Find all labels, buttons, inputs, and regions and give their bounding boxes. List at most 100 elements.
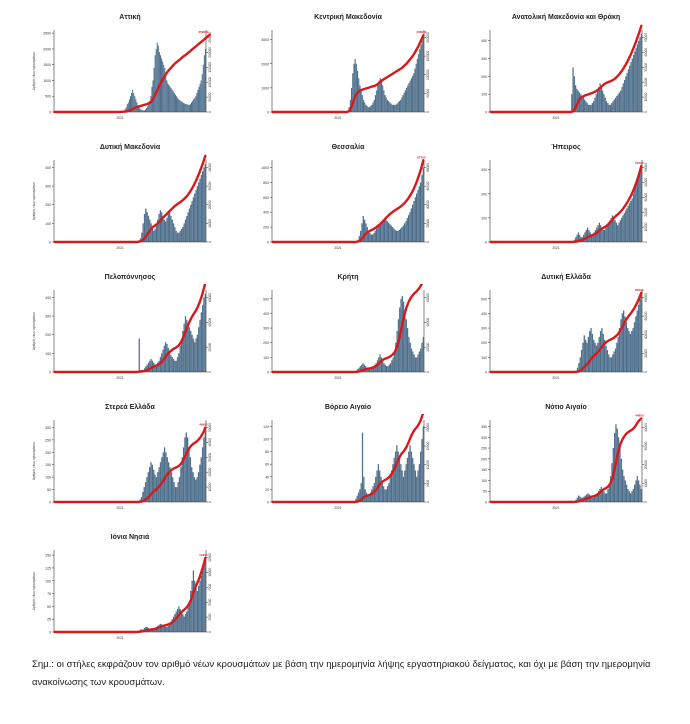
bar bbox=[598, 222, 601, 242]
bar bbox=[179, 230, 181, 242]
bar bbox=[614, 220, 616, 242]
bar bbox=[635, 184, 637, 242]
bar bbox=[361, 364, 363, 372]
bar bbox=[609, 220, 611, 242]
y-tick-label: 125 bbox=[45, 566, 51, 570]
bar bbox=[189, 104, 191, 112]
bar bbox=[149, 100, 151, 112]
bar bbox=[612, 354, 614, 372]
bar bbox=[193, 99, 195, 112]
bar bbox=[630, 62, 632, 112]
bar bbox=[626, 72, 628, 112]
bar bbox=[613, 217, 615, 242]
y-tick-label: 20 bbox=[265, 488, 269, 492]
y2-tick-label: 20000 bbox=[644, 349, 648, 358]
end-value-label: 49900 bbox=[199, 423, 208, 427]
bar bbox=[180, 100, 182, 112]
y2-tick-label: 20000 bbox=[208, 468, 212, 477]
bar bbox=[202, 171, 204, 242]
bar bbox=[150, 223, 152, 242]
bar bbox=[628, 331, 630, 372]
y-tick-label: 150 bbox=[481, 468, 487, 472]
bar bbox=[413, 464, 415, 502]
bar bbox=[391, 104, 393, 112]
bar bbox=[204, 163, 206, 242]
bar bbox=[354, 58, 356, 112]
bar bbox=[188, 208, 191, 242]
bar bbox=[622, 469, 624, 502]
bar bbox=[368, 107, 371, 112]
y-tick-label: 250 bbox=[45, 438, 51, 442]
bar bbox=[640, 489, 642, 502]
bar bbox=[174, 227, 176, 242]
bar bbox=[132, 89, 134, 112]
footnote: Σημ.: οι στήλες εκφράζουν τον αριθμό νέω… bbox=[32, 659, 651, 688]
bar bbox=[594, 496, 596, 502]
bar bbox=[610, 476, 612, 502]
bar bbox=[368, 230, 370, 242]
bar bbox=[149, 360, 151, 372]
bar bbox=[141, 232, 143, 242]
y2-tick-label: 50000 bbox=[208, 92, 212, 101]
bar bbox=[171, 357, 173, 372]
bar bbox=[172, 358, 175, 372]
bar bbox=[593, 232, 595, 242]
bar bbox=[177, 482, 179, 502]
bar bbox=[182, 102, 184, 112]
bar bbox=[188, 327, 191, 372]
bar bbox=[376, 228, 378, 242]
bar bbox=[597, 342, 599, 372]
chart-title: Δυτική Ελλάδα bbox=[541, 274, 591, 281]
chart-title: Ιόνια Νησιά bbox=[110, 534, 150, 541]
bar bbox=[154, 364, 156, 372]
bar bbox=[201, 74, 203, 112]
bar bbox=[631, 198, 633, 242]
chart-title: Ήπειρος bbox=[551, 144, 581, 151]
bar bbox=[203, 437, 205, 502]
bar bbox=[576, 367, 579, 372]
y-tick-label: 400 bbox=[481, 39, 487, 43]
bar bbox=[586, 227, 589, 242]
bar bbox=[203, 55, 205, 112]
bar bbox=[408, 336, 410, 372]
bar bbox=[197, 89, 199, 112]
y-tick-label: 200 bbox=[45, 203, 51, 207]
y2-tick-label: 20000 bbox=[426, 342, 430, 351]
bar bbox=[583, 335, 585, 372]
y-tick-label: 600 bbox=[263, 196, 269, 200]
y2-tick-label: 30000 bbox=[644, 441, 648, 450]
bar bbox=[421, 39, 423, 112]
bar bbox=[607, 489, 609, 502]
bar bbox=[606, 350, 609, 372]
y2-tick-label: 20000 bbox=[644, 460, 648, 469]
bar bbox=[370, 105, 372, 112]
y2-tick-label: 10000 bbox=[644, 92, 648, 101]
bar bbox=[385, 219, 387, 242]
bar bbox=[153, 230, 155, 242]
bar bbox=[171, 89, 173, 112]
bar bbox=[158, 467, 160, 502]
y2-tick-label: 30000 bbox=[644, 63, 648, 72]
bar bbox=[138, 338, 140, 372]
bar bbox=[139, 108, 141, 112]
bar bbox=[599, 331, 602, 372]
bar bbox=[361, 95, 363, 112]
bar bbox=[147, 472, 149, 502]
bar bbox=[620, 90, 622, 112]
bar bbox=[386, 221, 388, 242]
bar bbox=[611, 215, 614, 242]
bar bbox=[405, 221, 407, 242]
bar bbox=[590, 328, 592, 372]
bar bbox=[180, 611, 183, 632]
bar bbox=[418, 186, 420, 242]
bar bbox=[585, 229, 587, 242]
bar bbox=[170, 215, 172, 242]
bar bbox=[408, 83, 410, 112]
bar bbox=[143, 110, 145, 112]
bar bbox=[420, 348, 422, 372]
bar bbox=[386, 99, 389, 112]
bar bbox=[376, 90, 378, 112]
bar bbox=[383, 363, 385, 372]
end-value-label: 51000 bbox=[635, 161, 644, 165]
bar bbox=[172, 223, 175, 242]
